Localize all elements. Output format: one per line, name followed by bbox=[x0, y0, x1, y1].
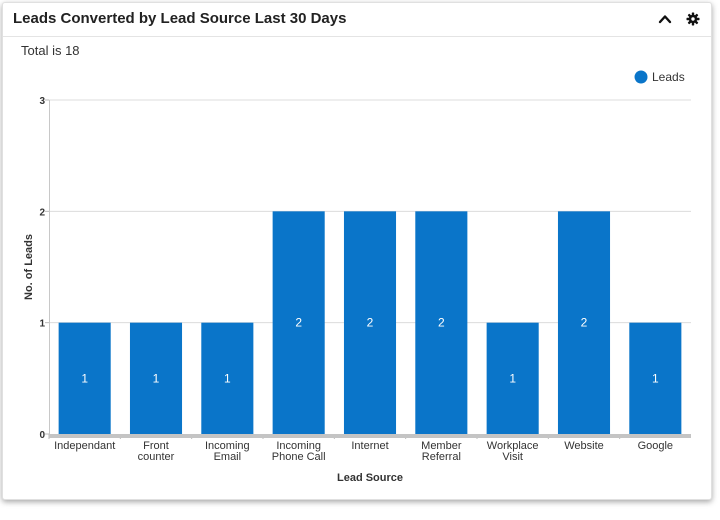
bar bbox=[343, 211, 397, 434]
bar bbox=[486, 322, 539, 434]
legend-marker bbox=[634, 70, 648, 84]
bar bbox=[629, 322, 682, 434]
x-tick-label: Visit bbox=[502, 451, 523, 463]
x-tick-label: Member bbox=[421, 440, 462, 452]
legend-label: Leads bbox=[652, 70, 685, 84]
x-axis-line bbox=[49, 434, 691, 438]
dashboard-widget: Leads Converted by Lead Source Last 30 D… bbox=[2, 2, 712, 500]
x-tick-label: Phone Call bbox=[272, 451, 326, 463]
bar bbox=[201, 322, 254, 434]
x-tick-label: Incoming bbox=[205, 440, 250, 452]
total-summary: Total is 18 bbox=[21, 43, 80, 58]
bar-data-label: 2 bbox=[367, 316, 374, 330]
x-tick-label: Workplace bbox=[487, 440, 539, 452]
bar-data-label: 1 bbox=[652, 371, 659, 385]
x-tick-label: Incoming bbox=[276, 440, 321, 452]
x-tick-label: counter bbox=[138, 451, 175, 463]
widget-title: Leads Converted by Lead Source Last 30 D… bbox=[13, 10, 347, 27]
chart-bars: 1 1 1 2 2 2 1 2 1 bbox=[58, 211, 682, 434]
chart-legend: Leads bbox=[634, 70, 685, 84]
bar bbox=[272, 211, 325, 434]
x-tick-label: Email bbox=[214, 451, 242, 463]
bar-data-label: 2 bbox=[295, 316, 302, 330]
x-tick-label: Front bbox=[143, 440, 169, 452]
x-tick-label: Google bbox=[638, 440, 673, 452]
bar bbox=[129, 322, 183, 434]
y-tick-label: 1 bbox=[39, 319, 45, 330]
y-tick-label: 0 bbox=[39, 430, 45, 441]
y-tick-label: 2 bbox=[39, 207, 45, 218]
bar-data-label: 1 bbox=[153, 371, 160, 385]
bar-data-label: 2 bbox=[438, 316, 445, 330]
chevron-up-icon[interactable] bbox=[657, 11, 673, 27]
x-tick-label: Website bbox=[564, 440, 604, 452]
y-tick-label: 3 bbox=[39, 96, 45, 107]
x-tick-label: Referral bbox=[422, 451, 461, 463]
x-axis-title: Lead Source bbox=[337, 472, 403, 484]
bar bbox=[557, 211, 611, 434]
x-tick-label: Independant bbox=[54, 440, 115, 452]
x-tick-label: Internet bbox=[351, 440, 388, 452]
bar-data-label: 1 bbox=[81, 371, 88, 385]
widget-header: Leads Converted by Lead Source Last 30 D… bbox=[3, 3, 711, 37]
bar bbox=[415, 211, 468, 434]
y-axis-title: No. of Leads bbox=[23, 234, 35, 300]
bar-data-label: 2 bbox=[581, 316, 588, 330]
bar-data-label: 1 bbox=[224, 371, 231, 385]
bar-data-label: 1 bbox=[509, 371, 516, 385]
gear-icon[interactable] bbox=[685, 11, 701, 27]
bar bbox=[58, 322, 111, 434]
